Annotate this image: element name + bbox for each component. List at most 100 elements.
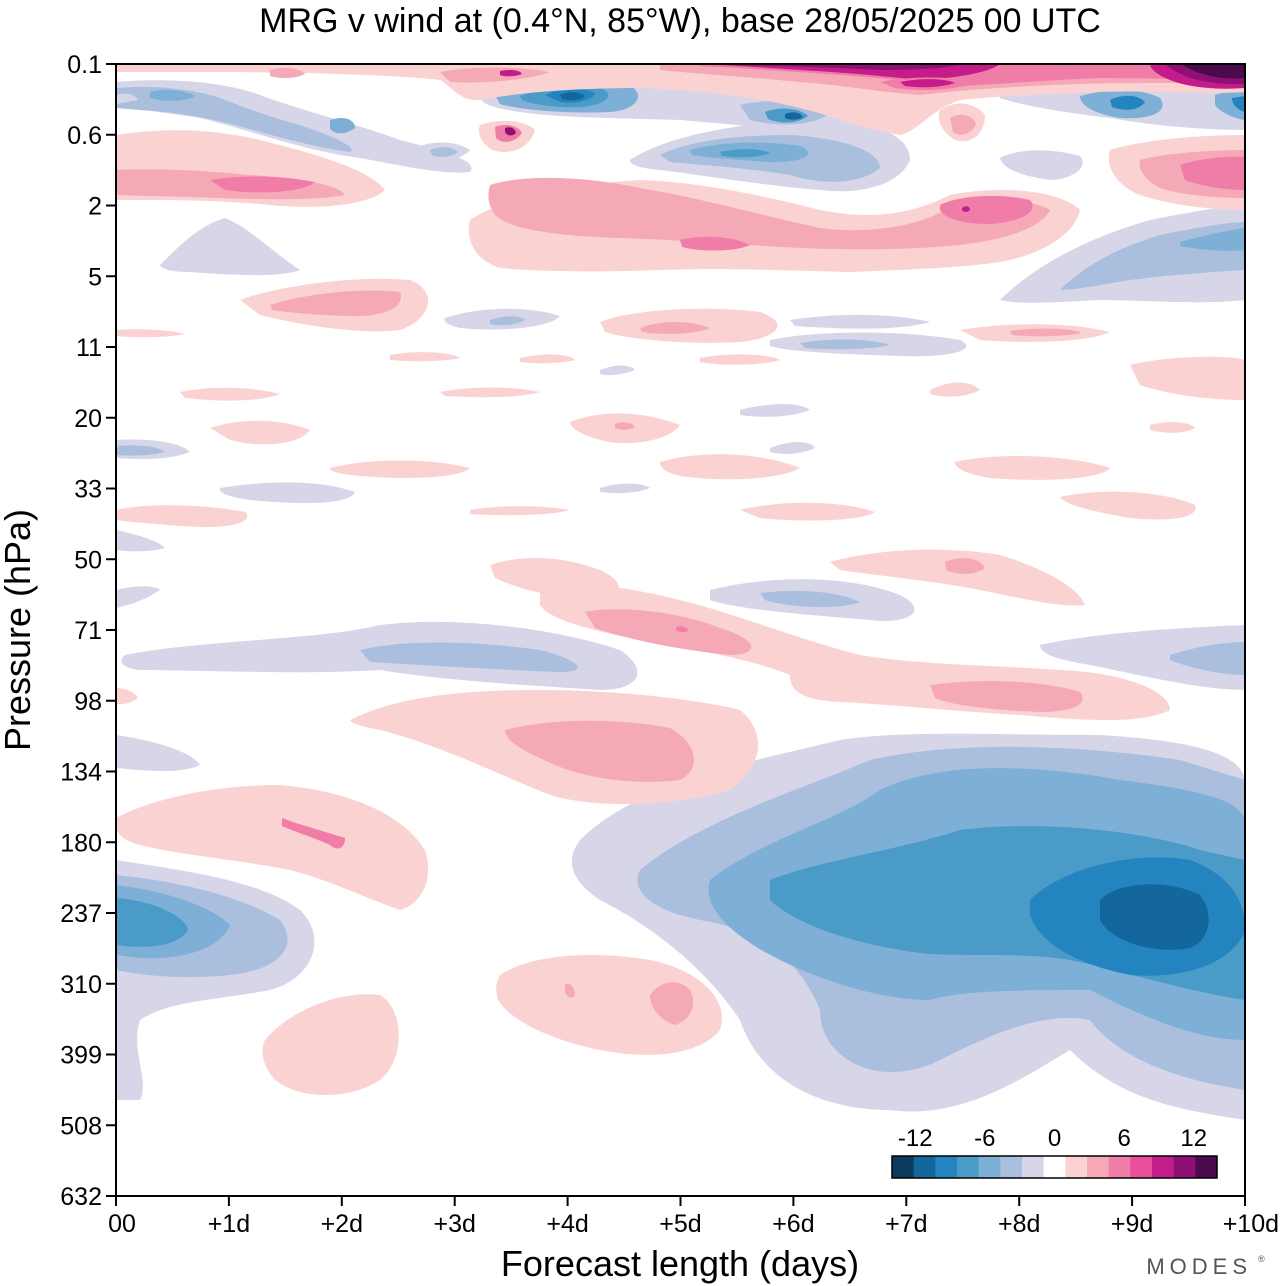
contour-pos-28 — [180, 387, 280, 401]
x-axis-label: Forecast length (days) — [501, 1243, 859, 1284]
chart-title: MRG v wind at (0.4°N, 85°W), base 28/05/… — [259, 2, 1101, 40]
y-tick-label: 0.6 — [67, 122, 102, 150]
contour-pos-49 — [680, 236, 750, 251]
colorbar-label: -12 — [898, 1125, 933, 1152]
contour-neg-59 — [1000, 150, 1083, 180]
contour-pos-29 — [440, 387, 540, 398]
contour-neg-13 — [360, 642, 578, 672]
contour-pos-3 — [262, 994, 399, 1095]
contour-pos-30 — [930, 382, 980, 397]
colorbar-swatch — [935, 1156, 958, 1178]
contour-pos-38 — [640, 322, 710, 334]
contour-neg-11 — [116, 735, 200, 772]
colorbar-label: 12 — [1180, 1125, 1207, 1152]
contour-pos-7 — [650, 982, 694, 1025]
contour-neg-58 — [430, 147, 458, 157]
contour-neg-26 — [600, 365, 635, 376]
y-tick-label: 180 — [60, 829, 102, 857]
contour-neg-51 — [785, 112, 803, 120]
y-tick-label: 399 — [60, 1042, 102, 1070]
contour-pos-47 — [940, 195, 1033, 224]
colorbar-swatch — [1000, 1156, 1023, 1178]
y-tick-label: 632 — [60, 1183, 102, 1211]
colorbar-swatch — [1065, 1156, 1088, 1178]
y-tick-label: 310 — [60, 971, 102, 999]
colorbar-swatch — [1152, 1156, 1175, 1178]
x-tick-label: +3d — [433, 1210, 475, 1238]
contour-neg-6 — [1100, 884, 1209, 950]
contour-neg-54 — [1110, 95, 1145, 110]
contour-pos-68 — [505, 127, 516, 136]
contour-pos-39 — [116, 329, 185, 338]
contour-pos-56 — [500, 70, 522, 77]
contour-neg-28 — [800, 339, 890, 350]
x-tick-label: +7d — [885, 1210, 927, 1238]
contour-pos-17 — [116, 505, 248, 528]
contour-neg-48 — [560, 92, 585, 101]
y-tick-label: 508 — [60, 1112, 102, 1140]
contour-neg-31 — [490, 316, 525, 326]
y-tick-label: 0.1 — [67, 51, 102, 79]
colorbar: -12 -6 0 6 12 — [891, 1125, 1218, 1179]
colorbar-swatch — [957, 1156, 980, 1178]
colorbar-swatch — [1022, 1156, 1045, 1178]
contour-pos-11 — [585, 609, 752, 655]
registered-mark-icon: ® — [1258, 1254, 1265, 1264]
contour-neg-17 — [1170, 642, 1245, 675]
y-tick-label: 98 — [74, 688, 102, 716]
contour-neg-35 — [1180, 228, 1245, 251]
y-axis: 0.1 0.6 2 5 11 20 33 50 71 98 134 180 237 310 399 508 63… — [60, 51, 116, 1211]
contour-pos-24 — [210, 420, 310, 445]
contour-pos-20 — [1060, 491, 1196, 520]
contour-pos-36 — [1010, 328, 1082, 337]
contour-neg-39 — [330, 117, 355, 134]
contour-neg-16 — [1040, 625, 1245, 690]
y-tick-label: 71 — [74, 617, 102, 645]
contour-pos-21 — [330, 460, 470, 478]
colorbar-swatch — [1087, 1156, 1110, 1178]
y-tick-label: 11 — [76, 334, 102, 362]
y-tick-label: 5 — [88, 263, 102, 291]
contour-pos-12 — [676, 626, 688, 633]
contour-pos-6 — [496, 955, 722, 1055]
y-tick-label: 2 — [88, 193, 102, 221]
contour-pos-15 — [945, 558, 985, 574]
colorbar-swatch — [1173, 1156, 1196, 1178]
contour-pos-16 — [116, 688, 138, 705]
contour-neg-38 — [150, 89, 195, 101]
contour-neg-43 — [720, 149, 770, 158]
y-tick-label: 20 — [74, 405, 102, 433]
contour-pos-13 — [930, 680, 1083, 712]
y-tick-label: 134 — [60, 759, 102, 787]
contour-neg-60 — [116, 93, 138, 104]
colorbar-swatch — [1130, 1156, 1153, 1178]
x-tick-label: +9d — [1111, 1210, 1153, 1238]
contour-pos-8 — [565, 984, 575, 998]
y-tick-label: 50 — [74, 546, 102, 574]
contour-pos-48 — [962, 206, 970, 212]
modes-logo: MODES — [1146, 1254, 1252, 1279]
contour-neg-37 — [116, 86, 352, 152]
contour-pos-18 — [470, 506, 570, 516]
contour-neg-23 — [116, 445, 165, 456]
x-tick-label: +8d — [998, 1210, 1040, 1238]
contour-pos-44 — [210, 176, 315, 193]
colorbar-swatch — [1043, 1156, 1066, 1178]
contour-pos-52 — [1180, 156, 1245, 190]
x-tick-label: 00 — [108, 1210, 136, 1238]
contour-pos-41 — [270, 290, 401, 316]
x-tick-label: +1d — [208, 1210, 250, 1238]
x-tick-label: +6d — [772, 1210, 814, 1238]
contour-pos-63 — [1180, 64, 1245, 79]
contour-pos-55 — [440, 67, 550, 83]
colorbar-label: 6 — [1117, 1125, 1130, 1152]
contour-neg-20 — [219, 482, 355, 504]
colorbar-label: -6 — [974, 1125, 995, 1152]
contour-neg-10 — [116, 898, 188, 947]
colorbar-swatch — [913, 1156, 936, 1178]
contour-neg-24 — [740, 404, 810, 417]
contour-pos-31 — [1130, 356, 1245, 400]
contour-pos-1 — [116, 785, 429, 910]
